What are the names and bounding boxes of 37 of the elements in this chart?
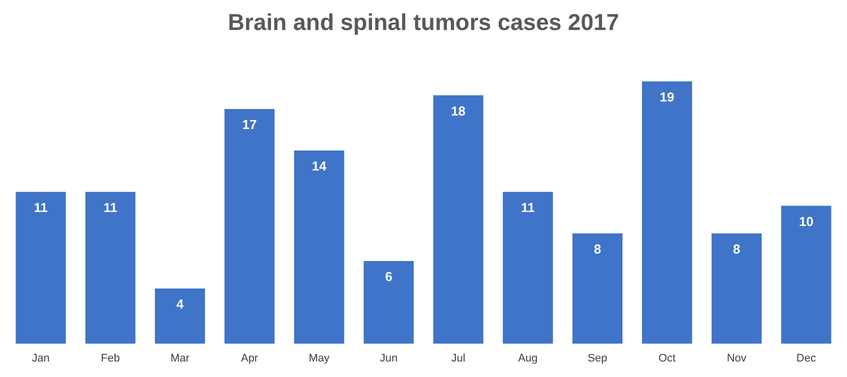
- bar: [294, 150, 344, 344]
- chart-title: Brain and spinal tumors cases 2017: [228, 9, 620, 36]
- data-label: 11: [521, 200, 535, 215]
- bar: [16, 192, 66, 344]
- data-label: 8: [594, 241, 602, 256]
- x-tick-label: Jun: [380, 352, 398, 364]
- data-label: 18: [451, 103, 466, 118]
- x-tick-label: Jul: [451, 352, 466, 364]
- x-tick-label: Feb: [100, 352, 120, 364]
- bar: [502, 192, 553, 344]
- bar: [364, 260, 414, 344]
- bar: [781, 206, 832, 344]
- data-label: 14: [312, 158, 328, 174]
- data-label: 19: [660, 89, 674, 104]
- bar: [572, 233, 623, 344]
- x-tick-label: Dec: [796, 352, 816, 364]
- bar: [642, 81, 692, 344]
- x-tick-label: Mar: [170, 352, 190, 364]
- x-tick-label: May: [308, 352, 330, 364]
- data-label: 10: [798, 214, 814, 229]
- data-label: 17: [242, 117, 257, 132]
- bar: [433, 95, 484, 344]
- x-tick-label: Jan: [32, 352, 50, 364]
- data-label: 11: [34, 200, 48, 215]
- data-label: 8: [733, 241, 740, 256]
- data-label: 6: [385, 269, 392, 284]
- data-label: 11: [104, 200, 118, 215]
- bar: [85, 192, 136, 344]
- x-tick-label: Aug: [518, 352, 538, 364]
- x-tick-label: Oct: [658, 352, 676, 364]
- bar: [224, 109, 275, 344]
- x-tick-label: Sep: [588, 352, 608, 364]
- bar: [154, 288, 206, 344]
- bar: [712, 233, 762, 344]
- data-label: 4: [176, 296, 184, 312]
- x-tick-label: Apr: [240, 352, 258, 364]
- x-tick-label: Nov: [726, 352, 747, 364]
